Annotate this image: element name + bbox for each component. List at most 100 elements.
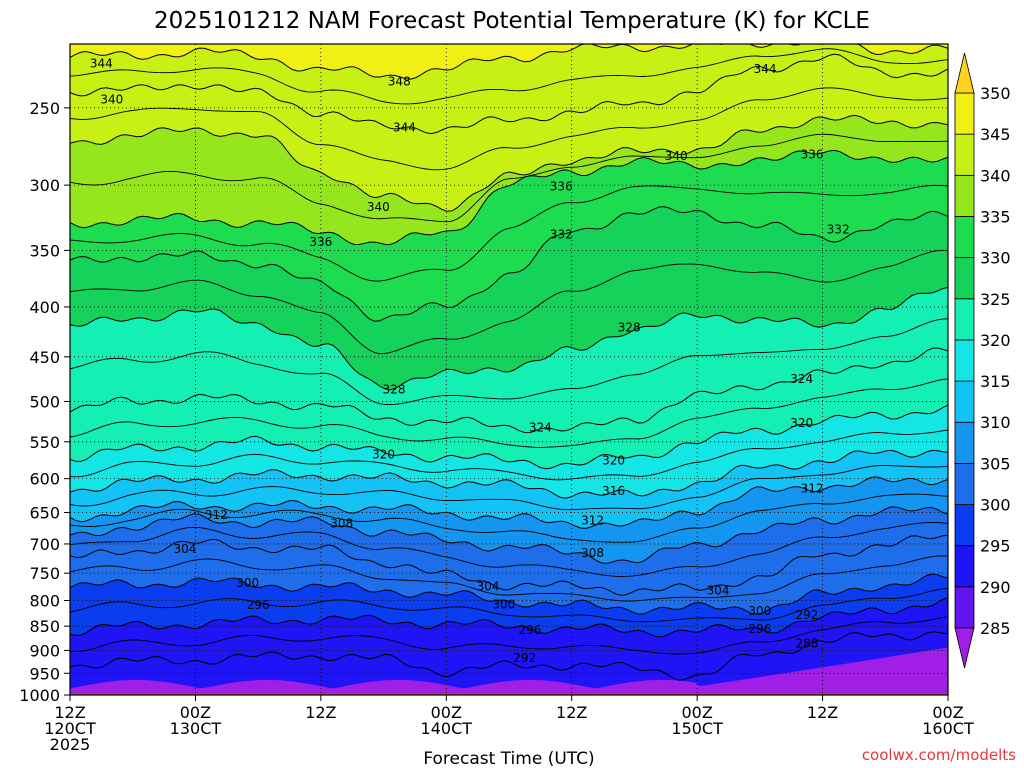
isentrope-310 <box>70 493 948 543</box>
x-tick-label: 130CT <box>170 719 222 738</box>
contour-label: 340 <box>100 92 123 106</box>
isentrope-342 <box>70 87 948 171</box>
contour-label: 296 <box>748 622 771 636</box>
colorbar-label: 330 <box>980 249 1011 268</box>
colorbar-swatch <box>954 174 975 217</box>
y-tick-label: 450 <box>29 348 60 367</box>
isentrope-346 <box>70 48 948 105</box>
contour-label: 308 <box>581 546 604 560</box>
contour-label: 328 <box>618 321 641 335</box>
isentrope-308 <box>70 506 948 564</box>
chart-title: 2025101212 NAM Forecast Potential Temper… <box>154 8 870 34</box>
contour-label: 300 <box>236 576 259 590</box>
colorbar-swatch <box>954 298 975 341</box>
contour-label: 312 <box>581 513 604 527</box>
isentrope-324 <box>70 347 948 434</box>
contour-label: 300 <box>748 604 771 618</box>
colorbar-label: 305 <box>980 454 1011 473</box>
y-tick-label: 300 <box>29 176 60 195</box>
y-tick-label: 650 <box>29 504 60 523</box>
y-tick-label: 1000 <box>19 686 60 705</box>
colorbar-bottom-arrow <box>954 627 975 669</box>
y-tick-label: 350 <box>29 241 60 260</box>
y-tick-label: 550 <box>29 433 60 452</box>
plot-frame <box>69 43 949 696</box>
contour-label: 344 <box>90 56 113 70</box>
contour-label: 336 <box>801 147 824 161</box>
y-tick-label: 750 <box>29 564 60 583</box>
contour-lines <box>70 44 948 681</box>
colorbar-label: 310 <box>980 413 1011 432</box>
x-axis-label: Forecast Time (UTC) <box>423 749 594 768</box>
isentrope-338 <box>70 133 948 223</box>
colorbar-swatch <box>954 92 975 135</box>
colorbar-swatch <box>954 133 975 176</box>
contour-label: 320 <box>602 454 625 468</box>
colorbar-label: 335 <box>980 207 1011 226</box>
isentrope-316 <box>70 449 948 499</box>
isentrope-312 <box>70 476 948 529</box>
colorbar-label: 350 <box>980 84 1011 103</box>
colorbar-label: 320 <box>980 331 1011 350</box>
isentrope-320 <box>70 404 948 470</box>
y-axis: 250 300 350 400 450 500 550 600 650 700 750 800 850 9… <box>19 99 70 705</box>
contour-label: 332 <box>550 227 573 241</box>
y-tick-label: 800 <box>29 591 60 610</box>
isentrope-302 <box>70 555 948 602</box>
x-tick-label: 140CT <box>421 719 473 738</box>
isentrope-314 <box>70 465 948 511</box>
contour-label: 292 <box>795 608 818 622</box>
isentrope-330 <box>70 249 948 355</box>
contour-label: 292 <box>513 651 536 665</box>
grid <box>70 44 948 695</box>
isentrope-348 <box>70 44 948 80</box>
plot-area: 344 340 348 344 340 336 336 332 340 344 336 332 328 3… <box>70 44 948 695</box>
x-tick-label: 00Z <box>180 703 211 722</box>
contour-label: 344 <box>393 121 416 135</box>
contour-label: 316 <box>602 484 625 498</box>
credit-label: coolwx.com/modelts <box>862 746 1016 764</box>
x-tick-label: 00Z <box>431 703 462 722</box>
contour-label: 304 <box>707 583 730 597</box>
contour-label: 300 <box>492 598 515 612</box>
x-tick-label: 120CT <box>44 719 96 738</box>
contour-label: 304 <box>477 580 500 594</box>
x-tick-label: 00Z <box>681 703 712 722</box>
colorbar-label: 315 <box>980 372 1011 391</box>
y-tick-label: 600 <box>29 470 60 489</box>
contour-label: 340 <box>665 149 688 163</box>
x-tick-label: 00Z <box>932 703 963 722</box>
colorbar-label: 295 <box>980 537 1011 556</box>
colorbar-swatch <box>954 462 975 505</box>
colorbar-label: 290 <box>980 578 1011 597</box>
isentrope-296 <box>70 597 948 638</box>
colorbar-label: 300 <box>980 496 1011 515</box>
filled-contours <box>70 44 948 695</box>
contour-label: 320 <box>372 448 395 462</box>
contour-label: 296 <box>247 598 270 612</box>
contour-label: 332 <box>827 222 850 236</box>
colorbar-label: 345 <box>980 125 1011 144</box>
y-tick-label: 250 <box>29 99 60 118</box>
x-tick-label: 12Z <box>807 703 838 722</box>
colorbar-swatch <box>954 380 975 423</box>
contour-label: 336 <box>550 180 573 194</box>
ground-below-surface <box>70 692 948 695</box>
contour-labels: 344 340 348 344 340 336 336 332 340 344 336 332 328 3… <box>90 56 850 665</box>
contour-label: 344 <box>754 62 777 76</box>
contour-label: 312 <box>801 481 824 495</box>
contour-label: 308 <box>330 516 353 530</box>
isentrope-318 <box>70 429 948 481</box>
contour-label: 328 <box>383 382 406 396</box>
colorbar-label: 285 <box>980 619 1011 638</box>
band-285 <box>70 647 948 695</box>
contour-label: 340 <box>367 200 390 214</box>
x-tick-label: 12Z <box>556 703 587 722</box>
x-tick-label: 2025 <box>50 735 91 754</box>
isentrope-304 <box>70 534 948 596</box>
isentrope-340 <box>70 114 948 212</box>
contour-label: 288 <box>795 636 818 650</box>
colorbar-swatch <box>954 586 975 629</box>
colorbar-label: 325 <box>980 290 1011 309</box>
